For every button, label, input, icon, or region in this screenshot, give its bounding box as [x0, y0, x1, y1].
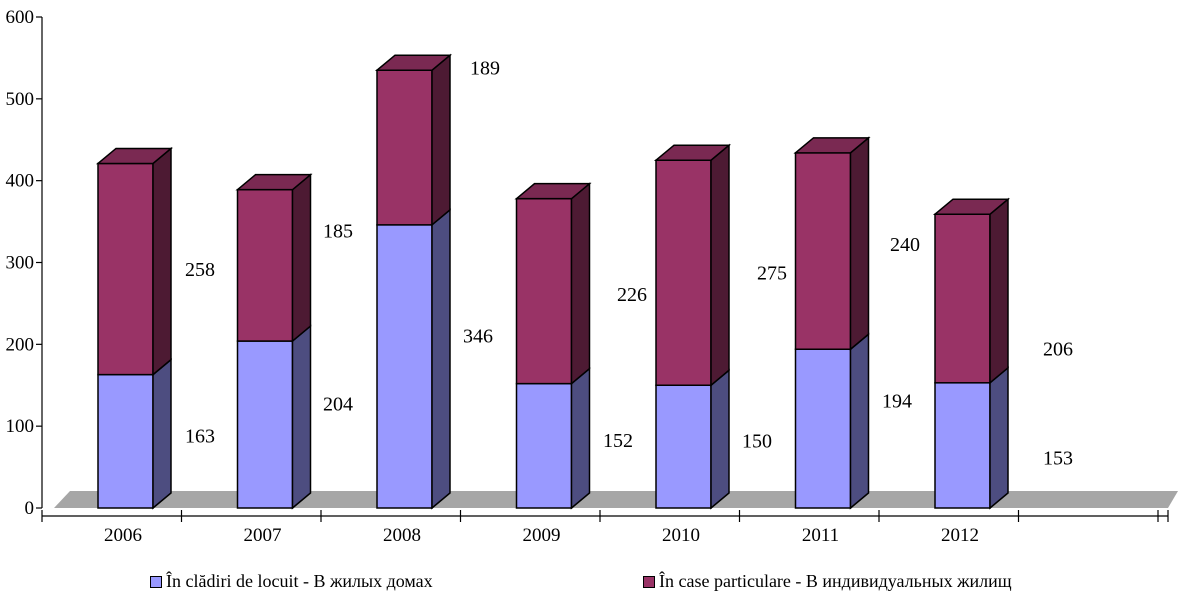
x-tick-label-2007: 2007: [244, 525, 282, 546]
bar-series2-2008: [376, 69, 433, 226]
y-tick-label-0: 0: [25, 498, 35, 519]
bar-series2-2009: [515, 197, 573, 385]
bar-group-2011: [793, 136, 871, 510]
chart-bars: [95, 53, 1011, 510]
y-tick-label-600: 600: [6, 7, 35, 28]
bar-series1-side-2007: [291, 324, 312, 510]
bar-series2-2010: [655, 159, 712, 386]
y-tick-label-100: 100: [6, 416, 35, 437]
bar-series2-side-2009: [570, 182, 591, 386]
bar-top-2011: [793, 137, 871, 154]
bar-series2-side-2010: [710, 143, 730, 387]
bar-series2-side-2008: [431, 53, 451, 227]
bar-top-2007: [235, 173, 313, 191]
bar-group-2007: [235, 173, 313, 510]
bar-series1-2006: [97, 373, 154, 509]
chart-axes: 0 100 200 300 400 500 600 2006 2007 2008 2009 2010 2…: [6, 7, 1169, 546]
bar-series1-side-2012: [989, 366, 1009, 510]
data-label-series2-2009: 226: [617, 284, 647, 306]
bar-series2-2006: [97, 162, 154, 376]
bar-group-2012: [932, 197, 1011, 510]
data-label-series2-2007: 185: [323, 220, 353, 242]
data-label-series1-2011: 194: [882, 391, 912, 413]
bar-group-2008: [374, 53, 453, 510]
bar-series1-2007: [236, 340, 294, 509]
bar-series1-2011: [794, 348, 852, 509]
bar-series1-2009: [515, 382, 573, 509]
bar-series2-side-2007: [291, 173, 312, 343]
bar-series1-2012: [934, 382, 991, 509]
data-label-series1-2006: 163: [185, 425, 215, 447]
y-tick-label-300: 300: [6, 253, 35, 274]
bar-group-2009: [514, 182, 592, 510]
bar-series1-2008: [376, 224, 433, 509]
x-tick-label-2011: 2011: [802, 525, 839, 546]
data-label-series1-2009: 152: [603, 430, 633, 452]
chart-floor: [54, 491, 1178, 508]
bar-top-2006: [95, 147, 174, 165]
x-tick-label-2009: 2009: [523, 525, 561, 546]
bar-group-2006: [95, 146, 174, 510]
x-tick-label-2010: 2010: [662, 525, 700, 546]
data-label-series2-2012: 206: [1043, 339, 1073, 361]
bar-top-2008: [374, 54, 453, 71]
bar-series2-side-2011: [849, 136, 870, 351]
x-tick-label-2006: 2006: [104, 525, 142, 546]
bar-series2-2007: [236, 188, 294, 342]
bar-series1-side-2010: [710, 368, 730, 510]
data-label-series2-2006: 258: [185, 259, 215, 281]
data-label-series2-2008: 189: [470, 58, 500, 80]
bar-series1-side-2008: [431, 208, 451, 510]
data-label-series2-2011: 240: [890, 234, 920, 256]
data-label-series2-2010: 275: [757, 263, 787, 285]
bar-series1-side-2009: [570, 367, 591, 510]
chart-data-labels: 163 258 204 185 346 189 152 226 150 275 194 240 153 2…: [185, 58, 1073, 470]
bar-series2-side-2012: [989, 197, 1009, 385]
y-tick-label-200: 200: [6, 334, 35, 355]
y-tick-label-500: 500: [6, 89, 35, 110]
x-tick-label-2012: 2012: [941, 525, 979, 546]
x-tick-label-2008: 2008: [383, 525, 421, 546]
bar-series2-side-2006: [152, 146, 172, 377]
bar-top-2009: [514, 182, 592, 200]
data-label-series1-2012: 153: [1043, 447, 1073, 469]
bar-series2-2012: [934, 213, 991, 384]
y-tick-label-400: 400: [6, 171, 35, 192]
floor-plane: [54, 491, 1178, 508]
bar-series1-2010: [655, 384, 712, 509]
bar-series1-side-2006: [152, 358, 172, 510]
data-label-series1-2010: 150: [742, 431, 772, 453]
bar-series1-side-2011: [849, 332, 870, 510]
data-label-series1-2008: 346: [463, 325, 493, 347]
bar-series2-2011: [794, 152, 852, 350]
bar-group-2010: [653, 143, 732, 510]
data-label-series1-2007: 204: [323, 394, 353, 416]
bar-top-2012: [932, 198, 1011, 215]
bar-top-2010: [653, 144, 732, 161]
